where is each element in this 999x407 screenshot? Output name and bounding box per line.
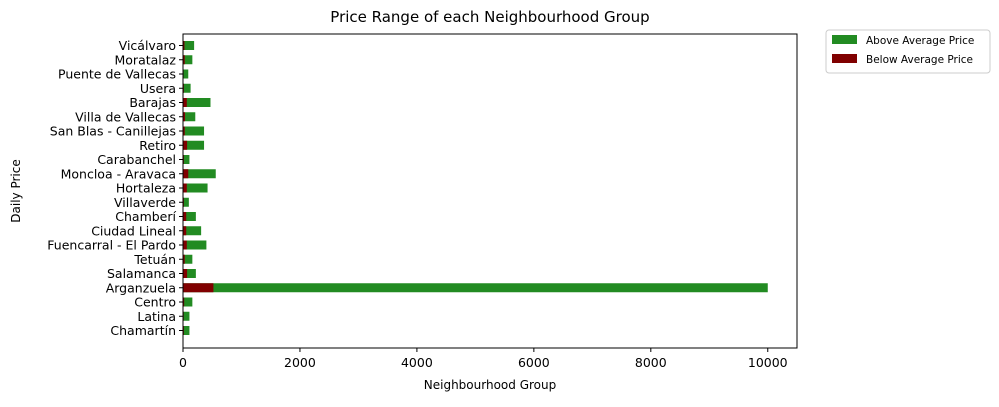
y-tick-label: Carabanchel — [97, 152, 176, 167]
bar-below-average — [183, 269, 188, 278]
bar-above-average — [183, 126, 205, 136]
y-tick-label: Latina — [137, 309, 176, 324]
bar-below-average — [183, 254, 185, 264]
chart-title: Price Range of each Neighbourhood Group — [330, 8, 649, 26]
x-axis: 0 2000 4000 6000 8000 10000 — [179, 348, 788, 370]
x-tick-label: 2000 — [284, 355, 316, 370]
x-tick-label: 4000 — [401, 355, 433, 370]
y-tick-label: Retiro — [139, 138, 176, 153]
y-axis-label: Daily Price — [9, 159, 23, 222]
y-tick-label: Tetuán — [133, 252, 176, 267]
y-tick-label: Centro — [134, 295, 176, 310]
bar-below-average — [183, 98, 187, 107]
y-tick-label: Moratalaz — [115, 52, 177, 67]
bar-above-average — [183, 283, 768, 293]
x-tick-label: 6000 — [518, 355, 550, 370]
bar-below-average — [183, 226, 187, 236]
y-axis: ChamartínLatinaCentroArganzuelaSalamanca… — [47, 38, 183, 338]
bar-below-average — [183, 112, 186, 122]
y-tick-label: Vicálvaro — [119, 38, 176, 53]
y-tick-label: Barajas — [129, 95, 176, 110]
bar-below-average — [183, 183, 187, 193]
legend-label-below: Below Average Price — [866, 54, 973, 66]
bar-below-average — [183, 212, 187, 221]
x-tick-label: 8000 — [635, 355, 667, 370]
bar-above-average — [183, 98, 211, 107]
x-tick-label: 10000 — [748, 355, 788, 370]
y-tick-label: Villa de Vallecas — [75, 109, 176, 124]
bar-above-average — [183, 212, 196, 221]
y-tick-label: San Blas - Canillejas — [50, 124, 176, 139]
x-axis-label: Neighbourhood Group — [424, 378, 556, 392]
legend-frame — [825, 29, 991, 74]
y-tick-label: Hortaleza — [116, 181, 176, 196]
bar-below-average — [183, 55, 185, 65]
bar-above-average — [183, 269, 196, 278]
legend-swatch-below — [832, 54, 857, 63]
bar-above-average — [183, 55, 193, 65]
y-tick-label: Villaverde — [114, 195, 176, 210]
y-tick-label: Moncloa - Aravaca — [61, 166, 176, 181]
y-tick-label: Arganzuela — [106, 280, 176, 295]
y-tick-label: Chamartín — [110, 323, 176, 338]
y-tick-label: Fuencarral - El Pardo — [47, 238, 176, 253]
bar-below-average — [183, 283, 214, 293]
legend: Above Average Price Below Average Price — [825, 29, 991, 74]
bar-above-average — [183, 112, 196, 122]
bar-below-average — [183, 240, 187, 250]
bar-above-average — [183, 254, 193, 264]
bar-above-average — [183, 41, 195, 50]
y-tick-label: Puente de Vallecas — [58, 67, 176, 82]
bar-above-average — [183, 197, 189, 207]
bar-above-average — [183, 155, 190, 164]
bar-above-average — [183, 326, 190, 335]
bar-above-average — [183, 140, 205, 150]
bar-above-average — [183, 311, 190, 321]
bar-below-average — [183, 41, 185, 50]
bar-above-average — [183, 169, 216, 179]
y-tick-label: Chamberí — [115, 209, 176, 224]
x-tick-label: 0 — [179, 355, 187, 370]
y-tick-label: Ciudad Lineal — [91, 223, 176, 238]
bar-above-average — [183, 69, 189, 79]
bar-below-average — [183, 169, 189, 179]
legend-swatch-above — [832, 35, 857, 44]
bars-layer — [183, 41, 768, 335]
plot-frame — [182, 33, 798, 349]
bar-below-average — [183, 126, 185, 136]
bar-above-average — [183, 83, 191, 93]
bar-below-average — [183, 297, 185, 307]
bar-above-average — [183, 240, 207, 250]
legend-label-above: Above Average Price — [866, 35, 974, 47]
bar-above-average — [183, 297, 193, 307]
bar-above-average — [183, 183, 208, 193]
y-tick-label: Salamanca — [107, 266, 176, 281]
y-tick-label: Usera — [140, 81, 176, 96]
bar-below-average — [183, 140, 188, 150]
bar-above-average — [183, 226, 202, 236]
